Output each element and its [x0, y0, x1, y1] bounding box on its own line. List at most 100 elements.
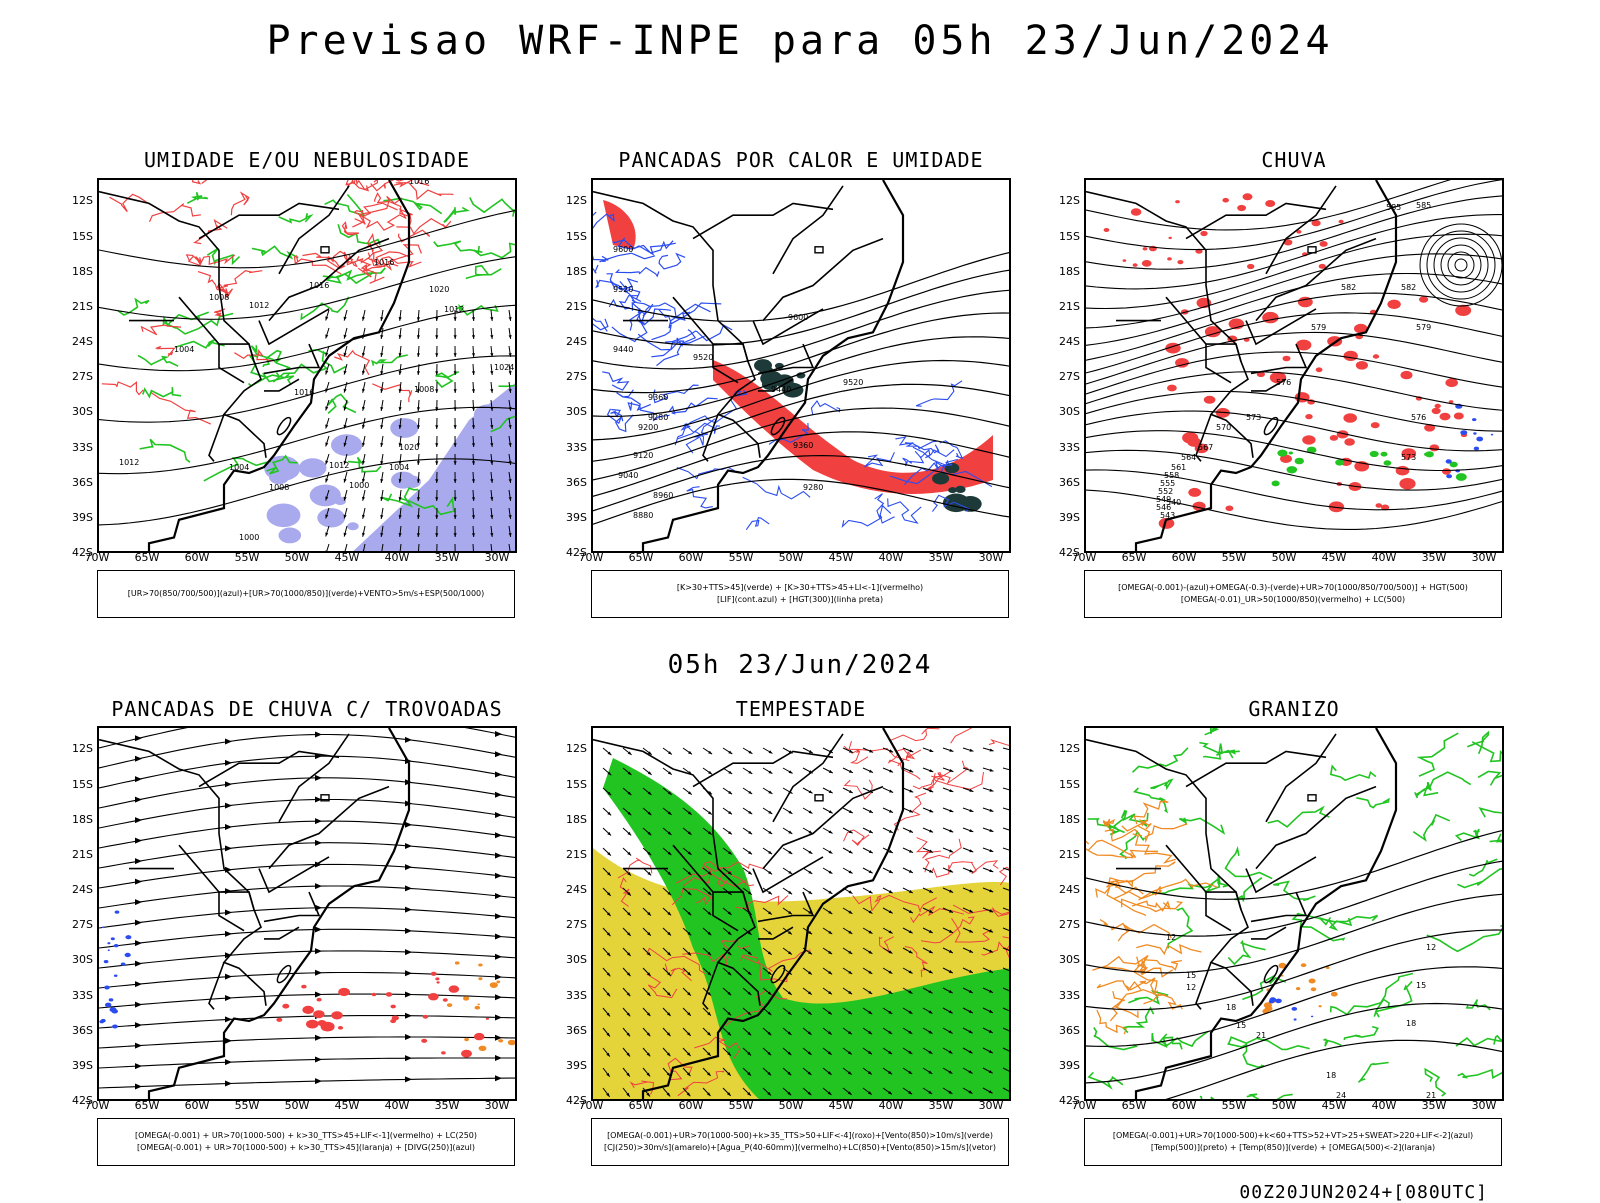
longitude-label: 70W [576, 1099, 606, 1112]
longitude-label: 35W [432, 1099, 462, 1112]
contour-label: 582 [1341, 283, 1356, 292]
legend-line: [LIF](cont.azul) + [HGT(300)](linha pret… [717, 594, 883, 606]
panel-title: UMIDADE E/OU NEBULOSIDADE [97, 148, 517, 172]
latitude-label: 12S [561, 194, 587, 207]
longitude-label: 60W [182, 1099, 212, 1112]
latitude-label: 24S [67, 335, 93, 348]
contour-label: 570 [1216, 423, 1231, 432]
longitude-label: 55W [726, 551, 756, 564]
longitude-label: 45W [826, 1099, 856, 1112]
legend-box: [K>30+TTS>45](verde) + [K>30+TTS>45+LI<-… [591, 570, 1009, 618]
latitude-label: 27S [1054, 918, 1080, 931]
contour-label: 9360 [793, 441, 813, 450]
latitude-label: 24S [1054, 883, 1080, 896]
latitude-label: 21S [67, 300, 93, 313]
longitude-label: 65W [1119, 551, 1149, 564]
legend-line: [OMEGA(-0.001) + UR>70(1000-500) + k>30_… [135, 1130, 477, 1142]
forecast-map [591, 726, 1011, 1101]
latitude-label: 21S [561, 300, 587, 313]
longitude-label: 50W [1269, 551, 1299, 564]
contour-label: 9520 [693, 353, 713, 362]
latitude-label: 39S [1054, 511, 1080, 524]
contour-label: 12 [1166, 933, 1176, 942]
contour-label: 1016 [294, 388, 314, 397]
contour-label: 576 [1276, 378, 1291, 387]
contour-label: 9440 [613, 345, 633, 354]
longitude-label: 45W [332, 551, 362, 564]
longitude-label: 40W [876, 551, 906, 564]
latitude-label: 12S [1054, 194, 1080, 207]
contour-label: 9040 [618, 471, 638, 480]
latitude-label: 24S [561, 883, 587, 896]
contour-label: 1024 [494, 363, 514, 372]
latitude-label: 36S [561, 476, 587, 489]
latitude-label: 15S [67, 230, 93, 243]
contour-label: 15 [1416, 981, 1426, 990]
contour-label: 9280 [803, 483, 823, 492]
legend-box: [OMEGA(-0.001)+UR>70(1000-500)+k>35_TTS>… [591, 1118, 1009, 1166]
contour-label: 1008 [414, 385, 434, 394]
latitude-label: 18S [561, 265, 587, 278]
contour-label: 1000 [349, 481, 369, 490]
longitude-label: 55W [232, 1099, 262, 1112]
latitude-label: 30S [67, 953, 93, 966]
longitude-label: 60W [1169, 1099, 1199, 1112]
latitude-label: 12S [561, 742, 587, 755]
latitude-label: 27S [67, 918, 93, 931]
legend-box: [OMEGA(-0.001)+UR>70(1000-500)+k<60+TTS>… [1084, 1118, 1502, 1166]
longitude-label: 50W [1269, 1099, 1299, 1112]
legend-line: [OMEGA(-0.01)_UR>50(1000/850)(vermelho) … [1181, 594, 1405, 606]
longitude-label: 35W [432, 551, 462, 564]
legend-line: [OMEGA(-0.001)-(azul)+OMEGA(-0.3)-(verde… [1118, 582, 1468, 594]
contour-label: 9120 [633, 451, 653, 460]
contour-label: 18 [1326, 1071, 1336, 1080]
latitude-label: 18S [1054, 813, 1080, 826]
longitude-label: 60W [1169, 551, 1199, 564]
legend-line: [CJ(250)>30m/s](amarelo)+[Agua_P(40-60mm… [604, 1142, 996, 1154]
longitude-label: 50W [776, 1099, 806, 1112]
contour-label: 1020 [429, 285, 449, 294]
contour-label: 1008 [269, 483, 289, 492]
legend-line: [Temp(500)](preto) + [Temp(850)](verde) … [1151, 1142, 1435, 1154]
latitude-label: 24S [1054, 335, 1080, 348]
latitude-label: 39S [1054, 1059, 1080, 1072]
legend-box: [UR>70(850/700/500)](azul)+[UR>70(1000/8… [97, 570, 515, 618]
contour-label: 9440 [771, 385, 791, 394]
latitude-label: 12S [67, 194, 93, 207]
longitude-label: 55W [726, 1099, 756, 1112]
longitude-label: 40W [1369, 1099, 1399, 1112]
contour-label: 579 [1311, 323, 1326, 332]
latitude-label: 27S [1054, 370, 1080, 383]
contour-label: 573 [1401, 453, 1416, 462]
longitude-label: 30W [1469, 551, 1499, 564]
contour-label: 9520 [843, 378, 863, 387]
longitude-label: 70W [1069, 551, 1099, 564]
latitude-label: 21S [1054, 848, 1080, 861]
latitude-label: 27S [67, 370, 93, 383]
contour-label: 564 [1181, 453, 1196, 462]
panel-title: PANCADAS DE CHUVA C/ TROVOADAS [97, 697, 517, 721]
latitude-label: 15S [67, 778, 93, 791]
latitude-label: 15S [561, 230, 587, 243]
contour-label: 18 [1406, 1019, 1416, 1028]
latitude-label: 12S [67, 742, 93, 755]
map-canvas [593, 728, 1011, 1101]
legend-box: [OMEGA(-0.001)-(azul)+OMEGA(-0.3)-(verde… [1084, 570, 1502, 618]
contour-label: 8880 [633, 511, 653, 520]
longitude-label: 65W [132, 551, 162, 564]
latitude-label: 15S [1054, 230, 1080, 243]
longitude-label: 30W [1469, 1099, 1499, 1112]
contour-label: 1020 [399, 443, 419, 452]
longitude-label: 50W [776, 551, 806, 564]
longitude-label: 70W [82, 1099, 112, 1112]
contour-label: 579 [1416, 323, 1431, 332]
contour-label: 9200 [638, 423, 658, 432]
main-title: Previsao WRF-INPE para 05h 23/Jun/2024 [0, 18, 1600, 64]
longitude-label: 55W [1219, 551, 1249, 564]
legend-line: [OMEGA(-0.001) + UR>70(1000-500) + k>30_… [137, 1142, 475, 1154]
longitude-label: 35W [926, 551, 956, 564]
